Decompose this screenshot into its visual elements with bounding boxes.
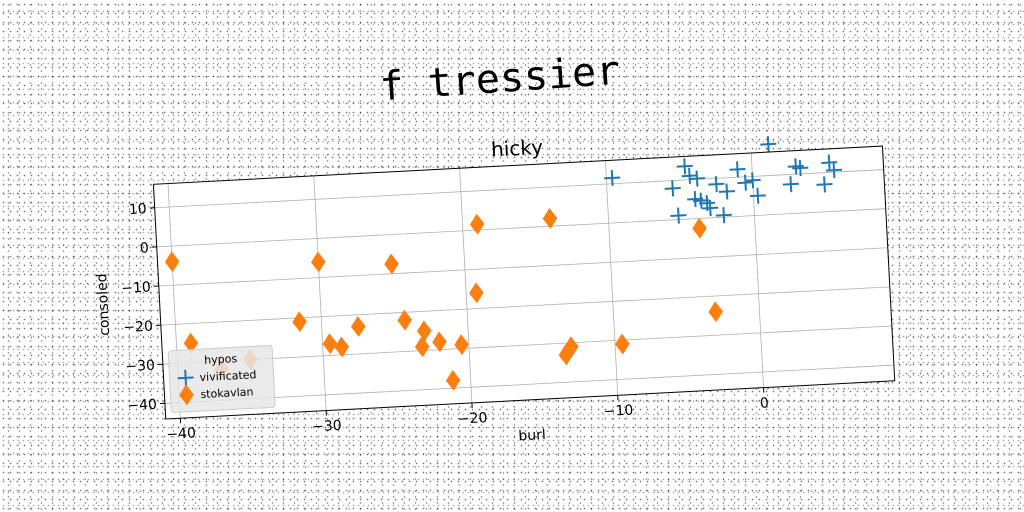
vivificated-point [825, 162, 843, 179]
figure-title: f tressier [378, 48, 621, 111]
vivificated-point [737, 174, 754, 191]
stokavlan-point [542, 207, 558, 229]
legend-title: hypos [204, 352, 238, 367]
legend-marker-stokavlan [179, 384, 194, 406]
vivificated-point [782, 176, 799, 193]
y-axis-label: consoled [94, 273, 113, 336]
stokavlan-point [454, 334, 469, 356]
stokavlan-point [414, 336, 430, 358]
stokavlan-point [164, 251, 180, 273]
legend-box [167, 344, 276, 414]
y-gridline [162, 325, 892, 365]
x-gridline [459, 168, 473, 403]
stokavlan-point [469, 282, 484, 304]
stokavlan-point [322, 333, 338, 355]
y-tick-label: 10 [129, 201, 148, 218]
vivificated-point [688, 170, 706, 187]
y-gridline [164, 364, 894, 404]
y-gridline [158, 247, 888, 287]
plot-frame [152, 145, 896, 420]
vivificated-point [816, 176, 833, 193]
y-gridline [160, 286, 890, 326]
vivificated-point [664, 180, 681, 197]
stokavlan-point [334, 336, 350, 358]
y-tick-label: −40 [127, 397, 157, 415]
vivificated-point [744, 172, 761, 189]
axes-title: hicky [490, 135, 543, 162]
y-tick-label: −10 [121, 279, 151, 297]
y-gridline [154, 169, 884, 209]
x-gridline [605, 160, 619, 396]
stokavlan-point [397, 309, 413, 331]
stokavlan-point [292, 311, 307, 333]
y-tick-label: 0 [139, 240, 149, 256]
vivificated-point [715, 207, 732, 224]
vivificated-point [749, 187, 766, 204]
stokavlan-point [311, 251, 326, 273]
vivificated-point [792, 159, 809, 177]
stokavlan-point [350, 316, 366, 337]
vivificated-point [702, 200, 719, 217]
vivificated-point [718, 183, 735, 200]
stokavlan-point [445, 369, 461, 391]
stokavlan-point [615, 333, 630, 355]
gridlines [154, 152, 894, 419]
x-axis-label: burl [518, 427, 546, 444]
stokavlan-point [564, 336, 579, 358]
legend-marker-vivificated [177, 369, 194, 386]
x-tick-label: −10 [603, 402, 633, 420]
ticks: −40 −30 −20 −10 0 10 0 −10 −20 −30 −40 [121, 201, 769, 443]
x-gridline [313, 175, 327, 411]
stokavlan-point [692, 217, 707, 239]
legend-entry-vivificated: vivificated [199, 368, 257, 384]
x-tick-label: −20 [458, 410, 488, 428]
x-tick-label: −30 [312, 418, 342, 436]
series-stokavlan [164, 207, 723, 391]
vivificated-point [676, 158, 693, 175]
vivificated-point [760, 136, 777, 153]
vivificated-point [729, 161, 746, 178]
vivificated-point [670, 207, 687, 224]
stokavlan-point [708, 301, 723, 323]
y-tick-label: −30 [125, 358, 155, 376]
vivificated-point [708, 176, 725, 193]
vivificated-point [681, 167, 698, 184]
y-tick-label: −20 [123, 319, 153, 337]
legend-entry-stokavlan: stokavlan [200, 385, 254, 401]
stokavlan-point [469, 213, 485, 235]
x-gridline [750, 152, 764, 388]
vivificated-point [604, 169, 621, 186]
x-tick-label: 0 [759, 395, 769, 411]
y-gridline [156, 208, 886, 248]
stokavlan-point [432, 331, 447, 353]
stokavlan-point [384, 253, 399, 275]
series-vivificated [604, 136, 843, 224]
data-points [164, 136, 843, 391]
x-tick-label: −40 [166, 425, 196, 443]
